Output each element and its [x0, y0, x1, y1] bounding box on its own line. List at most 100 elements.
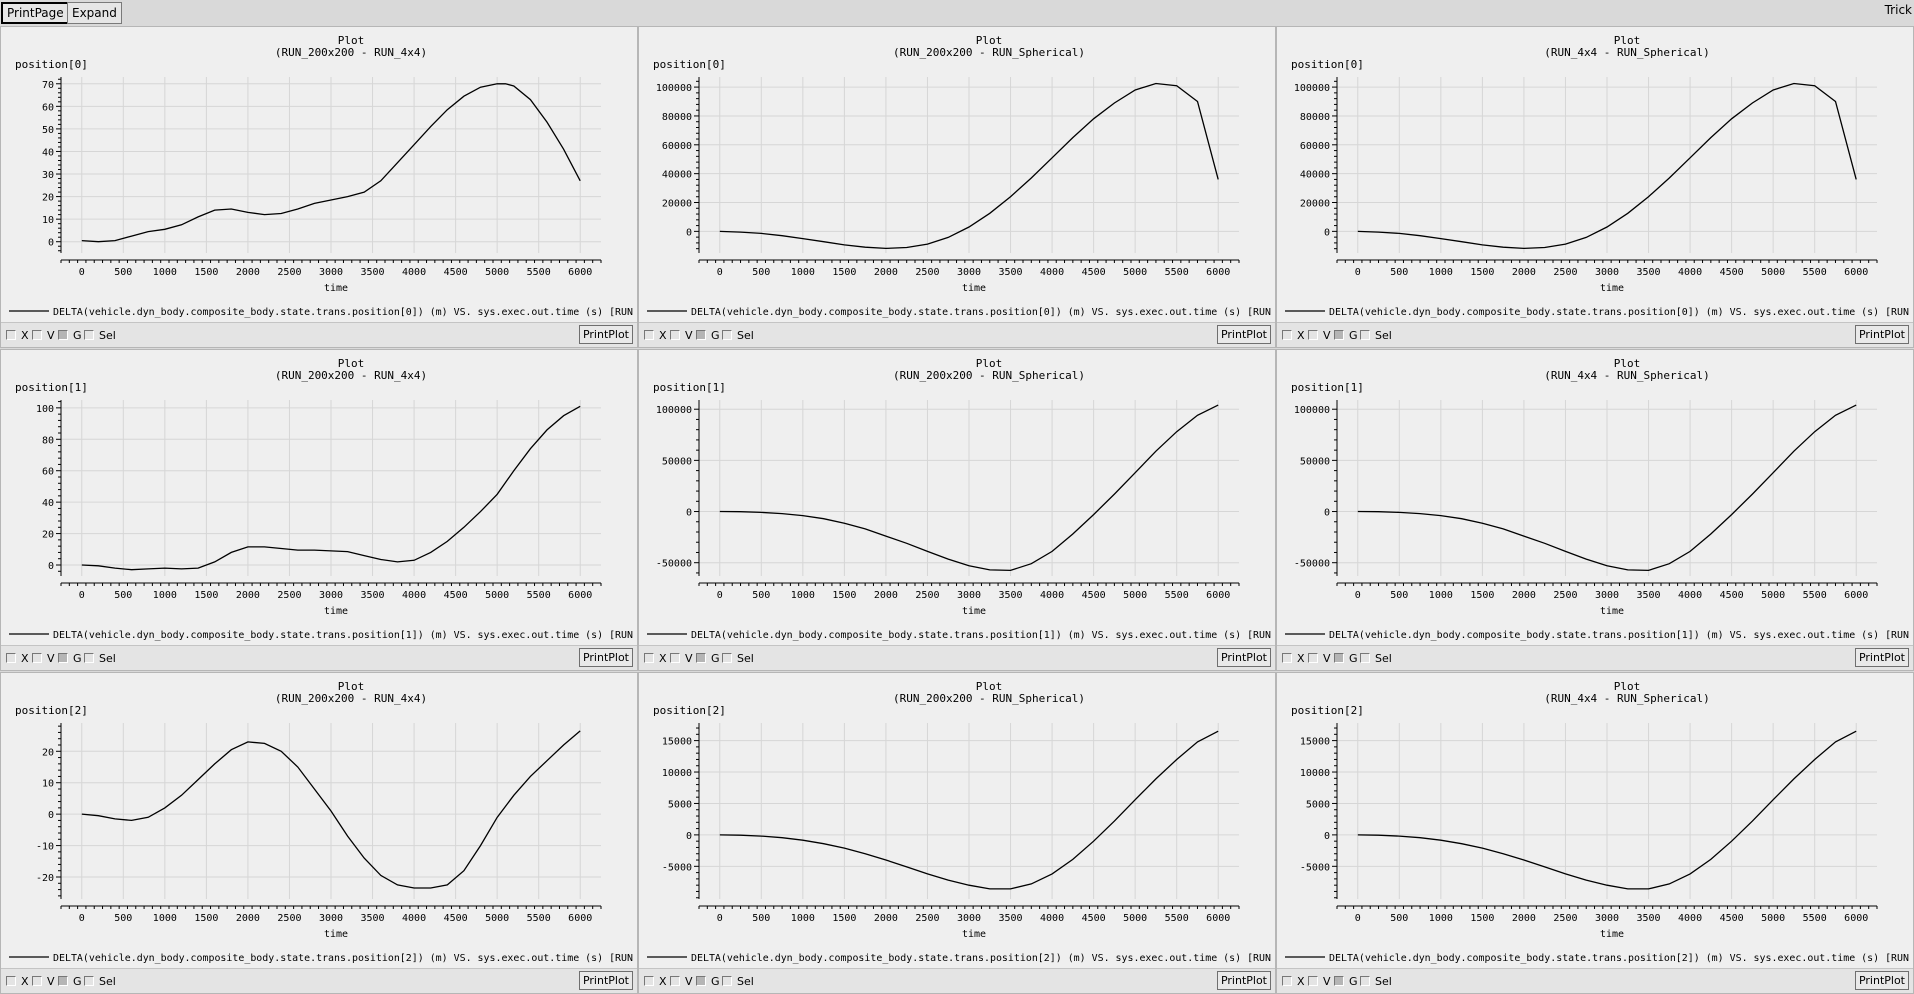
sel-checkbox-box[interactable]	[1360, 976, 1370, 986]
g-checkbox[interactable]: G	[58, 652, 82, 666]
g-checkbox[interactable]: G	[1334, 329, 1358, 343]
print-plot-button[interactable]: PrintPlot	[578, 648, 633, 667]
x-checkbox-box[interactable]	[1282, 976, 1292, 986]
print-plot-button[interactable]: PrintPlot	[1216, 648, 1271, 667]
v-checkbox[interactable]: V	[1308, 329, 1331, 343]
print-page-button[interactable]: PrintPage	[1, 2, 70, 24]
v-checkbox[interactable]: V	[670, 329, 693, 343]
v-checkbox-box[interactable]	[670, 653, 680, 663]
print-plot-button[interactable]: PrintPlot	[1216, 971, 1271, 990]
sel-checkbox[interactable]: Sel	[722, 329, 754, 343]
sel-checkbox[interactable]: Sel	[722, 975, 754, 989]
x-checkbox-box[interactable]	[1282, 653, 1292, 663]
v-checkbox[interactable]: V	[32, 652, 55, 666]
g-checkbox[interactable]: G	[1334, 652, 1358, 666]
x-checkbox-box[interactable]	[1282, 330, 1292, 340]
sel-checkbox-box[interactable]	[722, 976, 732, 986]
v-checkbox-box[interactable]	[32, 330, 42, 340]
g-checkbox[interactable]: G	[696, 652, 720, 666]
x-checkbox[interactable]: X	[6, 975, 29, 989]
v-checkbox[interactable]: V	[32, 329, 55, 343]
series-line	[719, 82, 1219, 250]
v-checkbox-box[interactable]	[32, 653, 42, 663]
sel-checkbox-box[interactable]	[84, 330, 94, 340]
print-plot-button[interactable]: PrintPlot	[1854, 648, 1909, 667]
g-checkbox-box[interactable]	[1334, 653, 1344, 663]
x-checkbox[interactable]: X	[6, 329, 29, 343]
x-checkbox[interactable]: X	[1282, 652, 1305, 666]
sel-checkbox-box[interactable]	[1360, 330, 1370, 340]
v-checkbox[interactable]: V	[670, 975, 693, 989]
sel-checkbox-box[interactable]	[722, 330, 732, 340]
g-checkbox-box[interactable]	[58, 976, 68, 986]
x-checkbox-box[interactable]	[6, 330, 16, 340]
g-checkbox-box[interactable]	[1334, 330, 1344, 340]
x-checkbox-box[interactable]	[644, 330, 654, 340]
x-checkbox[interactable]: X	[644, 652, 667, 666]
legend-text: DELTA(vehicle.dyn_body.composite_body.st…	[53, 307, 633, 318]
g-checkbox[interactable]: G	[58, 975, 82, 989]
v-checkbox[interactable]: V	[670, 652, 693, 666]
sel-checkbox[interactable]: Sel	[84, 329, 116, 343]
v-checkbox-box[interactable]	[1308, 976, 1318, 986]
x-checkbox-box[interactable]	[6, 653, 16, 663]
sel-checkbox[interactable]: Sel	[722, 652, 754, 666]
v-checkbox-box[interactable]	[670, 330, 680, 340]
v-checkbox-box[interactable]	[32, 976, 42, 986]
y-tick-label: 70	[42, 80, 54, 91]
g-checkbox-box[interactable]	[1334, 976, 1344, 986]
print-plot-button[interactable]: PrintPlot	[1854, 971, 1909, 990]
g-checkbox[interactable]: G	[1334, 975, 1358, 989]
x-checkbox[interactable]: X	[6, 652, 29, 666]
expand-button[interactable]: Expand	[67, 2, 122, 24]
v-checkbox-label: V	[1323, 329, 1331, 342]
sel-checkbox-box[interactable]	[722, 653, 732, 663]
print-plot-button[interactable]: PrintPlot	[1854, 325, 1909, 344]
g-checkbox-box[interactable]	[696, 976, 706, 986]
sel-checkbox[interactable]: Sel	[1360, 329, 1392, 343]
x-checkbox-box[interactable]	[644, 976, 654, 986]
x-checkbox[interactable]: X	[1282, 975, 1305, 989]
x-checkbox-box[interactable]	[644, 653, 654, 663]
line-chart: Plot(RUN_200x200 - RUN_Spherical)positio…	[647, 34, 1271, 318]
print-plot-button[interactable]: PrintPlot	[578, 325, 633, 344]
y-tick-label: 20000	[662, 199, 692, 210]
v-checkbox-box[interactable]	[670, 976, 680, 986]
sel-checkbox[interactable]: Sel	[1360, 652, 1392, 666]
g-checkbox[interactable]: G	[696, 975, 720, 989]
g-checkbox[interactable]: G	[696, 329, 720, 343]
x-tick-label: 2500	[915, 913, 939, 924]
x-tick-label: 1000	[1429, 267, 1453, 278]
y-tick-label: 0	[48, 561, 54, 572]
sel-checkbox-box[interactable]	[1360, 653, 1370, 663]
x-checkbox-label: X	[659, 329, 667, 342]
series-line	[719, 730, 1219, 890]
g-checkbox-box[interactable]	[696, 330, 706, 340]
v-checkbox-box[interactable]	[1308, 330, 1318, 340]
x-checkbox-box[interactable]	[6, 976, 16, 986]
x-checkbox[interactable]: X	[1282, 329, 1305, 343]
v-checkbox[interactable]: V	[1308, 652, 1331, 666]
x-checkbox[interactable]: X	[644, 329, 667, 343]
g-checkbox[interactable]: G	[58, 329, 82, 343]
g-checkbox-box[interactable]	[696, 653, 706, 663]
v-checkbox-box[interactable]	[1308, 653, 1318, 663]
plot-grid: Plot (RUN_200x200 - RUN_4x4) position[0] 0 5…	[0, 26, 1914, 994]
x-axis-label: time	[1600, 283, 1624, 294]
print-plot-button[interactable]: PrintPlot	[1216, 325, 1271, 344]
g-checkbox-box[interactable]	[58, 330, 68, 340]
sel-checkbox[interactable]: Sel	[1360, 975, 1392, 989]
x-tick-label: 1500	[194, 913, 218, 924]
print-plot-button[interactable]: PrintPlot	[578, 971, 633, 990]
x-checkbox[interactable]: X	[644, 975, 667, 989]
x-tick-label: 6000	[1844, 267, 1868, 278]
v-checkbox[interactable]: V	[32, 975, 55, 989]
v-checkbox[interactable]: V	[1308, 975, 1331, 989]
g-checkbox-box[interactable]	[58, 653, 68, 663]
y-tick-label: 60000	[1300, 141, 1330, 152]
x-tick-label: 1000	[153, 913, 177, 924]
sel-checkbox-box[interactable]	[84, 653, 94, 663]
sel-checkbox-box[interactable]	[84, 976, 94, 986]
sel-checkbox[interactable]: Sel	[84, 975, 116, 989]
sel-checkbox[interactable]: Sel	[84, 652, 116, 666]
